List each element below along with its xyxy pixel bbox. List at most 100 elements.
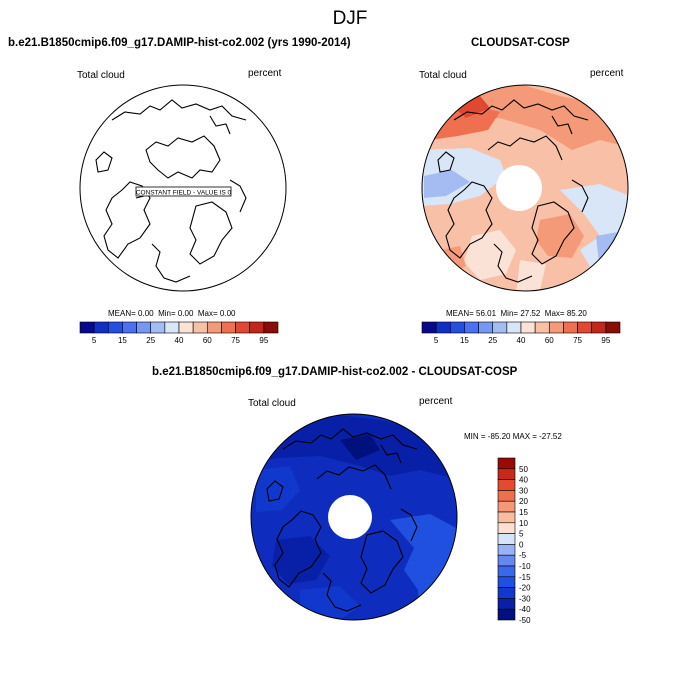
- panel1-colorbar-swatch: [79, 321, 95, 334]
- panel2-stats: MEAN= 56.01 Min= 27.52 Max= 85.20: [446, 309, 587, 318]
- panel2-field-patch: [464, 230, 516, 280]
- panel2-colorbar-tick-label: 15: [460, 336, 469, 345]
- panel3-colorbar-tick-label: -20: [519, 584, 531, 593]
- panel3-colorbar-swatch: [497, 533, 516, 545]
- panel1-colorbar-swatch: [136, 321, 152, 334]
- panel1-colorbar-swatch: [178, 321, 194, 334]
- panel3-colorbar-tick-label: -30: [519, 594, 531, 603]
- panel3-colorbar-tick-label: -10: [519, 562, 531, 571]
- panel1-colorbar-swatch: [107, 321, 123, 334]
- panel1-colorbar-tick-label: 95: [259, 336, 268, 345]
- panel2-min-value: 27.52: [520, 309, 541, 318]
- panel2-field-patch: [424, 170, 470, 198]
- panel2-colorbar-tick-label: 75: [573, 336, 582, 345]
- panel1-colorbar-tick-label: 40: [175, 336, 184, 345]
- panel1-colorbar-swatch: [249, 321, 265, 334]
- panel3-colorbar-swatch: [497, 479, 516, 491]
- panel2-max-value: 85.20: [566, 309, 587, 318]
- panel2-colorbar: 5 15 25 40 60 75 95: [421, 321, 621, 345]
- panel2-colorbar-tick-label: 5: [434, 336, 439, 345]
- panel3-field: [251, 414, 457, 620]
- panel1-colorbar-tick-label: 60: [203, 336, 212, 345]
- panel2-mean-label: MEAN=: [446, 309, 474, 318]
- panel1-max-label: Max=: [197, 309, 218, 318]
- panel2-colorbar-tick-label: 95: [601, 336, 610, 345]
- panel2-colorbar-swatch: [449, 321, 465, 334]
- panel3-title: b.e21.B1850cmip6.f09_g17.DAMIP-hist-co2.…: [152, 366, 518, 378]
- panel3-colorbar-tick-label: 40: [519, 476, 528, 485]
- panel1-colorbar: 5 15 25 40 60 75 95: [79, 321, 279, 345]
- panel2-colorbar-tick-label: 25: [488, 336, 497, 345]
- panel2-left-label: Total cloud: [419, 70, 467, 81]
- panel3-map-border: [250, 413, 458, 621]
- panel1-colorbar-swatch: [206, 321, 222, 334]
- panel3-colorbar-tick-label: 0: [519, 540, 524, 549]
- panel2-colorbar-swatch: [577, 321, 593, 334]
- panel2-colorbar-swatch: [492, 321, 508, 334]
- panel1-left-label: Total cloud: [77, 70, 125, 81]
- figure-title: DJF: [332, 8, 368, 29]
- panel2-field-patch: [428, 104, 500, 140]
- panel1-title: b.e21.B1850cmip6.f09_g17.DAMIP-hist-co2.…: [8, 37, 351, 49]
- panel3-pole-hole: [328, 495, 372, 539]
- panel2-colorbar-swatch: [605, 321, 621, 334]
- panel3-colorbar-swatch: [497, 565, 516, 578]
- panel1-mean-value: 0.00: [138, 309, 154, 318]
- panel3-range-text: MIN = -85.20 MAX = -27.52: [464, 432, 562, 441]
- panel3-colorbar-tick-label: 10: [519, 519, 528, 528]
- panel1-mean-label: MEAN=: [108, 309, 136, 318]
- panel3-field-patch: [340, 434, 380, 460]
- panel1-colorbar-swatch: [122, 321, 137, 334]
- panel2-colorbar-swatch: [520, 321, 536, 334]
- panel3-left-label: Total cloud: [248, 398, 296, 409]
- panel1-stats: MEAN= 0.00 Min= 0.00 Max= 0.00: [108, 309, 236, 318]
- panel3-colorbar-tick-label: -40: [519, 605, 531, 614]
- panel2-field-patch: [536, 214, 584, 258]
- panel2-colorbar-swatch: [591, 321, 607, 334]
- panel1-colorbar-swatch: [263, 321, 279, 334]
- panel2-colorbar-swatch: [563, 321, 578, 334]
- panel3-colorbar-swatch: [497, 598, 516, 610]
- panel1-colorbar-tick-label: 15: [118, 336, 127, 345]
- panel3-colorbar-swatch: [497, 511, 516, 524]
- panel3-colorbar-tick-label: 20: [519, 497, 528, 506]
- panel3-right-label: percent: [419, 396, 453, 407]
- panel3-colorbar-tick-label: 15: [519, 508, 528, 517]
- panel1-colorbar-tick-label: 75: [231, 336, 240, 345]
- panel1-max-value: 0.00: [219, 309, 236, 318]
- panel2-colorbar-swatch: [421, 321, 437, 334]
- panel1-colorbar-swatch: [164, 321, 180, 334]
- panel3-coastlines: [266, 428, 418, 612]
- panel1-annotation: CONSTANT FIELD - VALUE IS 0: [136, 189, 232, 196]
- panel2-colorbar-tick-label: 60: [545, 336, 554, 345]
- panel2-max-label: Max=: [544, 309, 565, 318]
- panel3-field-patch: [272, 536, 330, 584]
- panel2-colorbar-swatch: [548, 321, 564, 334]
- panel1-map: CONSTANT FIELD - VALUE IS 0: [79, 84, 287, 292]
- panel3-colorbar-swatch: [497, 468, 516, 480]
- panel3-colorbar-swatch: [497, 554, 516, 567]
- panel1-colorbar-swatch: [235, 321, 251, 334]
- panel3-colorbar-swatch: [497, 576, 516, 588]
- panel3-colorbar-swatch: [497, 457, 516, 470]
- panel1-colorbar-swatch: [192, 321, 208, 334]
- panel3-colorbar-tick-label: 50: [519, 465, 528, 474]
- panel3-colorbar-tick-label: 5: [519, 530, 524, 539]
- panel3-colorbar-swatch: [497, 500, 516, 513]
- panel2-map: [421, 84, 629, 292]
- panel2-coastlines: [437, 99, 589, 283]
- panel3-colorbar-swatch: [497, 490, 516, 502]
- panel3-field-patch: [300, 586, 360, 620]
- panel3-colorbar-swatch: [497, 544, 516, 556]
- panel2-colorbar-swatch: [435, 321, 451, 334]
- panel1-colorbar-tick-label: 25: [146, 336, 155, 345]
- panel2-colorbar-swatch: [534, 321, 550, 334]
- panel2-right-label: percent: [590, 68, 624, 79]
- panel3-colorbar-swatch: [497, 522, 516, 534]
- panel1-min-value: 0.00: [177, 309, 194, 318]
- panel2-mean-value: 56.01: [476, 309, 497, 318]
- panel3-colorbar-tick-label: -5: [519, 551, 527, 560]
- panel1-colorbar-swatch: [93, 321, 109, 334]
